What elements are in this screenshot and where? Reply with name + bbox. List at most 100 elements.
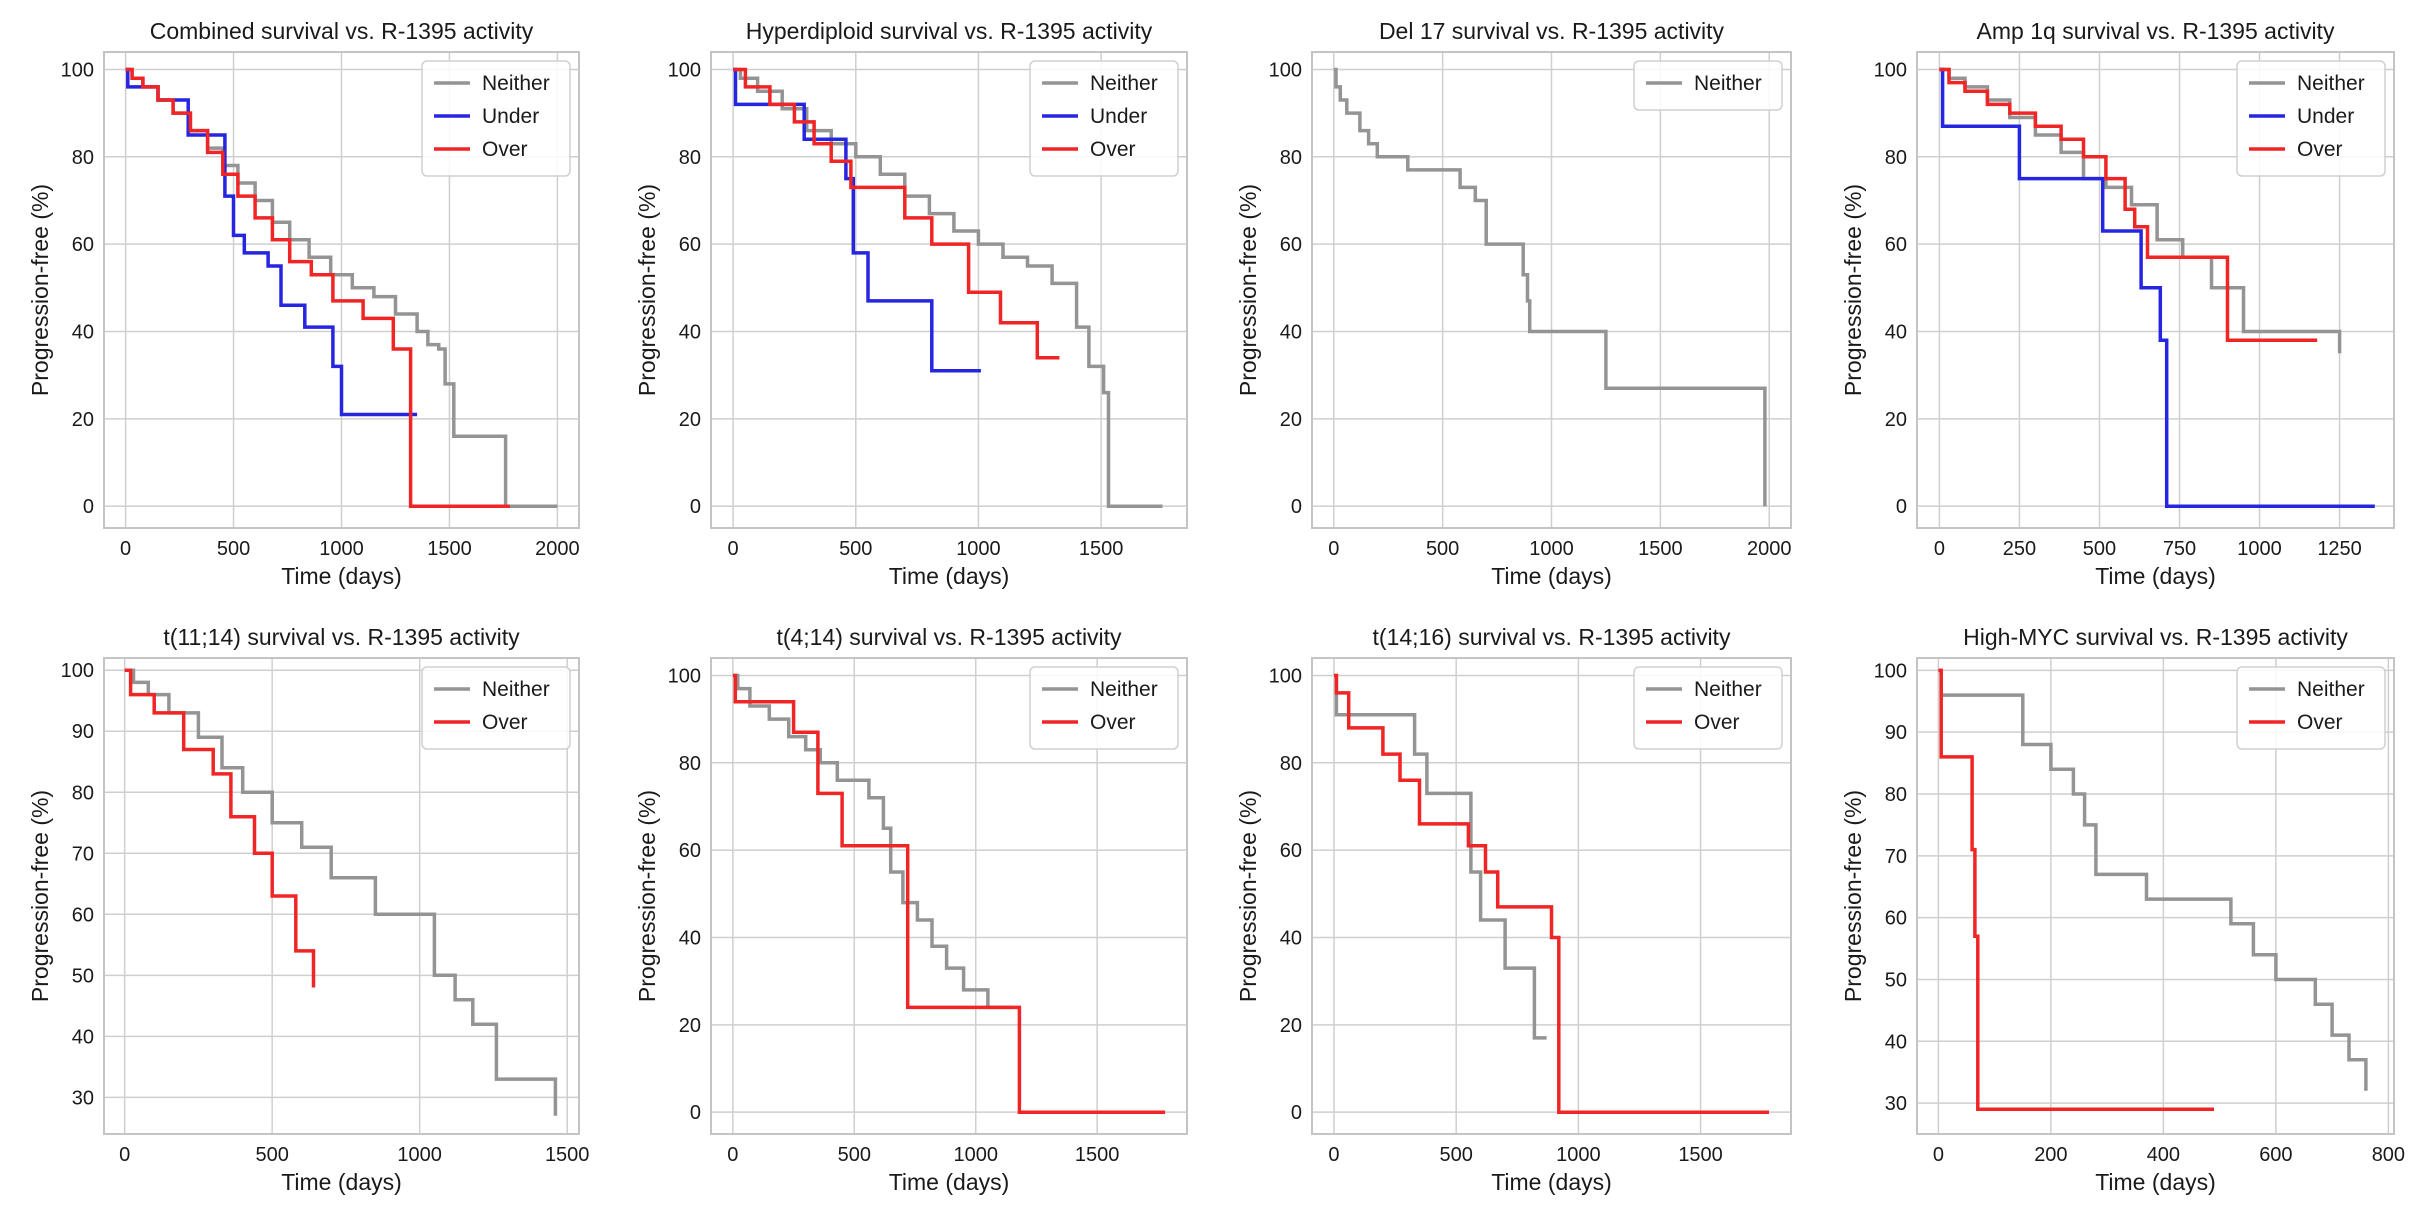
legend: Neither Over xyxy=(1633,666,1783,750)
y-tick-label: 100 xyxy=(1874,660,1907,682)
legend-box xyxy=(1633,60,1783,111)
x-axis-label: Time (days) xyxy=(2095,1169,2216,1195)
y-tick-label: 80 xyxy=(679,753,701,775)
x-tick-label: 0 xyxy=(1328,538,1339,560)
legend-entry: Neither xyxy=(2297,72,2365,95)
legend-entry: Neither xyxy=(1090,678,1158,701)
x-tick-label: 500 xyxy=(255,1144,288,1166)
y-tick-label: 50 xyxy=(1885,969,1907,991)
x-axis-label: Time (days) xyxy=(889,1169,1010,1195)
x-tick-label: 1500 xyxy=(1678,1144,1723,1166)
x-tick-label: 500 xyxy=(217,538,250,560)
y-tick-label: 60 xyxy=(72,234,94,256)
legend: Neither xyxy=(1633,60,1783,111)
chart-title: t(4;14) survival vs. R-1395 activity xyxy=(776,624,1122,650)
y-tick-label: 100 xyxy=(668,59,701,81)
legend-entry: Under xyxy=(2297,105,2354,128)
x-tick-label: 2000 xyxy=(535,538,580,560)
legend-entry: Neither xyxy=(1694,678,1762,701)
x-axis-label: Time (days) xyxy=(281,1169,402,1195)
x-tick-label: 0 xyxy=(727,1144,738,1166)
chart-title: Hyperdiploid survival vs. R-1395 activit… xyxy=(746,18,1153,44)
chart-title: t(14;16) survival vs. R-1395 activity xyxy=(1373,624,1731,650)
y-tick-label: 20 xyxy=(1280,409,1302,431)
x-axis-label: Time (days) xyxy=(1491,1169,1612,1195)
y-tick-label: 20 xyxy=(1280,1015,1302,1037)
legend: Neither Over xyxy=(1029,666,1179,750)
legend-entry: Over xyxy=(2297,138,2343,161)
chart-title: High-MYC survival vs. R-1395 activity xyxy=(1963,624,2348,650)
y-tick-label: 0 xyxy=(83,496,94,518)
panel-8: 0 200 400 600 800 30 40 50 60 70 80 90 100 High-MYC s… xyxy=(1840,624,2405,1195)
legend-entry: Over xyxy=(2297,711,2343,734)
panel-4: 0 250 500 750 1000 1250 0 20 40 60 80 100 Amp 1q sur… xyxy=(1840,18,2395,589)
y-tick-label: 80 xyxy=(1280,147,1302,169)
panel-2: 0 500 1000 1500 0 20 40 60 80 100 Hyperdiploid sur… xyxy=(634,18,1188,589)
x-tick-label: 2000 xyxy=(1747,538,1792,560)
legend-entry: Under xyxy=(1090,105,1147,128)
legend-entry: Over xyxy=(1090,138,1136,161)
y-tick-label: 60 xyxy=(679,840,701,862)
x-tick-label: 500 xyxy=(2083,538,2116,560)
series-line-neither xyxy=(1334,673,1547,1040)
legend-entry: Over xyxy=(1694,711,1740,734)
x-tick-label: 1250 xyxy=(2317,538,2362,560)
chart-title: t(11;14) survival vs. R-1395 activity xyxy=(163,624,520,650)
x-tick-label: 1000 xyxy=(1556,1144,1601,1166)
x-tick-label: 1500 xyxy=(1638,538,1683,560)
x-tick-label: 250 xyxy=(2003,538,2036,560)
y-tick-label: 40 xyxy=(72,321,94,343)
plot-frame xyxy=(1916,657,2395,1135)
legend-entry: Neither xyxy=(1694,72,1762,95)
legend-entry: Over xyxy=(1090,711,1136,734)
y-tick-label: 80 xyxy=(1885,147,1907,169)
y-tick-label: 100 xyxy=(61,59,94,81)
plot-frame xyxy=(103,657,580,1135)
y-tick-label: 20 xyxy=(1885,409,1907,431)
x-tick-label: 0 xyxy=(119,1144,130,1166)
chart-title: Amp 1q survival vs. R-1395 activity xyxy=(1977,18,2335,44)
y-tick-label: 100 xyxy=(668,665,701,687)
y-axis-label: Progression-free (%) xyxy=(1235,790,1261,1002)
plot-frame xyxy=(1916,51,2395,529)
x-tick-label: 1500 xyxy=(427,538,472,560)
series-line-over xyxy=(1938,668,2214,1112)
y-tick-label: 50 xyxy=(72,965,94,987)
x-axis-label: Time (days) xyxy=(281,563,402,589)
y-tick-label: 70 xyxy=(1885,846,1907,868)
x-tick-label: 1000 xyxy=(1529,538,1574,560)
series-line-under xyxy=(733,67,981,373)
x-tick-label: 1000 xyxy=(953,1144,998,1166)
x-tick-label: 0 xyxy=(728,538,739,560)
y-tick-label: 40 xyxy=(1280,927,1302,949)
panel-6: 0 500 1000 1500 0 20 40 60 80 100 t(4;14) survival… xyxy=(634,624,1188,1195)
y-tick-label: 60 xyxy=(72,904,94,926)
x-tick-label: 800 xyxy=(2372,1144,2405,1166)
x-tick-label: 0 xyxy=(1934,538,1945,560)
panel-3: 0 500 1000 1500 2000 0 20 40 60 80 100 Del 17 survi… xyxy=(1235,18,1792,589)
y-tick-label: 0 xyxy=(1291,1102,1302,1124)
legend-entry: Over xyxy=(482,711,528,734)
series-line-over xyxy=(125,67,510,508)
x-tick-label: 1000 xyxy=(956,538,1001,560)
y-tick-label: 0 xyxy=(690,496,701,518)
y-tick-label: 80 xyxy=(72,782,94,804)
y-tick-label: 60 xyxy=(1280,234,1302,256)
series-line-neither xyxy=(124,668,558,1116)
y-axis-label: Progression-free (%) xyxy=(27,184,53,396)
y-tick-label: 60 xyxy=(1885,234,1907,256)
x-tick-label: 1000 xyxy=(397,1144,442,1166)
y-tick-label: 40 xyxy=(1885,1031,1907,1053)
y-tick-label: 80 xyxy=(679,147,701,169)
series-line-over xyxy=(1334,673,1769,1114)
y-tick-label: 40 xyxy=(1280,321,1302,343)
y-axis-label: Progression-free (%) xyxy=(1840,790,1866,1002)
x-tick-label: 0 xyxy=(120,538,131,560)
legend: Neither Over xyxy=(2236,666,2386,750)
series-line-over xyxy=(1939,67,2318,342)
y-tick-label: 60 xyxy=(679,234,701,256)
y-axis-label: Progression-free (%) xyxy=(1840,184,1866,396)
series-line-neither xyxy=(733,67,1163,508)
y-tick-label: 40 xyxy=(72,1026,94,1048)
